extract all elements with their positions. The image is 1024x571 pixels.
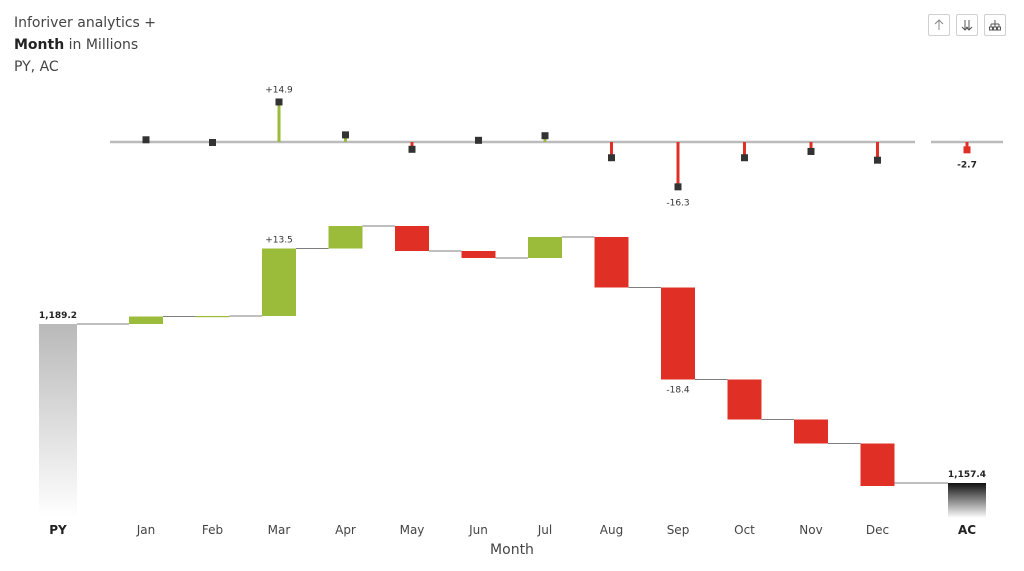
x-tick-label: Feb <box>202 523 223 537</box>
hierarchy-icon <box>989 20 1001 31</box>
lollipop-marker <box>874 156 881 164</box>
chart-title-block: Inforiver analytics + Month in Millions … <box>14 12 156 78</box>
lollipop-marker <box>807 147 815 155</box>
x-tick-label: Mar <box>268 523 291 537</box>
x-tick-label: Jan <box>136 523 156 537</box>
lollipop-marker <box>408 145 416 153</box>
lollipop-marker <box>541 132 549 140</box>
lollipop-marker <box>275 98 283 106</box>
lollipop-marker <box>475 136 482 144</box>
waterfall-label-py: 1,189.2 <box>39 311 77 321</box>
arrow-up-icon <box>934 19 944 30</box>
waterfall-chart: 1,189.2 +13.5 -18.4 1,157.4 <box>39 225 986 518</box>
lollipop-marker <box>142 136 150 144</box>
sort-down-icon <box>961 20 973 31</box>
lollipop-value-label: +14.9 <box>265 85 293 95</box>
x-tick-label: Nov <box>799 523 822 537</box>
waterfall-bar <box>727 379 762 420</box>
waterfall-bar <box>262 248 296 316</box>
lollipop-marker <box>741 154 748 162</box>
lollipop-marker <box>608 154 615 162</box>
title-line-2: Month in Millions <box>14 34 156 56</box>
drill-up-button[interactable] <box>928 14 950 36</box>
waterfall-bar-ac <box>948 483 986 518</box>
waterfall-bar <box>860 443 895 486</box>
waterfall-bar <box>794 419 828 444</box>
x-tick-label: May <box>400 523 425 537</box>
lollipop-total-label: -2.7 <box>957 160 977 170</box>
lollipop-total-marker <box>963 146 971 154</box>
lollipop-value-label: -16.3 <box>666 198 689 208</box>
waterfall-bar <box>195 316 230 318</box>
x-tick-label: Aug <box>600 523 623 537</box>
waterfall-value-label: -18.4 <box>666 386 690 396</box>
waterfall-bar <box>661 287 695 380</box>
waterfall-label-ac: 1,157.4 <box>948 470 986 480</box>
waterfall-bar <box>461 251 496 258</box>
x-tick-label: Jun <box>468 523 488 537</box>
drill-down-all-button[interactable] <box>956 14 978 36</box>
x-tick-label: Oct <box>734 523 755 537</box>
x-tick-label: Jul <box>537 523 552 537</box>
x-tick-label: Sep <box>667 523 690 537</box>
x-tick-label-ac: AC <box>958 523 976 537</box>
chart-toolbar <box>928 14 1006 36</box>
title-unit: in Millions <box>64 37 139 53</box>
x-axis-title: Month <box>490 542 534 558</box>
waterfall-bar <box>528 237 562 258</box>
x-axis: PY Jan Feb Mar Apr May Jun Jul Aug Sep Oct Nov Dec AC <box>49 523 976 537</box>
lollipop-marker <box>674 183 682 191</box>
waterfall-bar-py <box>39 324 77 518</box>
waterfall-bar <box>328 226 363 249</box>
x-tick-label: Dec <box>866 523 889 537</box>
waterfall-bar <box>594 237 629 288</box>
variance-lollipop-chart: +14.9 -16.3 -2.7 <box>110 85 1003 208</box>
expand-hierarchy-button[interactable] <box>984 14 1006 36</box>
title-measure: Month <box>14 37 65 53</box>
x-tick-label-py: PY <box>49 523 67 537</box>
title-line-1: Inforiver analytics + <box>14 15 157 31</box>
x-tick-label: Apr <box>335 523 356 537</box>
title-line-3: PY, AC <box>14 59 59 75</box>
lollipop-marker <box>342 131 349 139</box>
waterfall-bar <box>129 316 163 324</box>
waterfall-bar <box>395 226 429 251</box>
waterfall-value-label: +13.5 <box>265 236 293 246</box>
lollipop-marker <box>209 139 216 146</box>
